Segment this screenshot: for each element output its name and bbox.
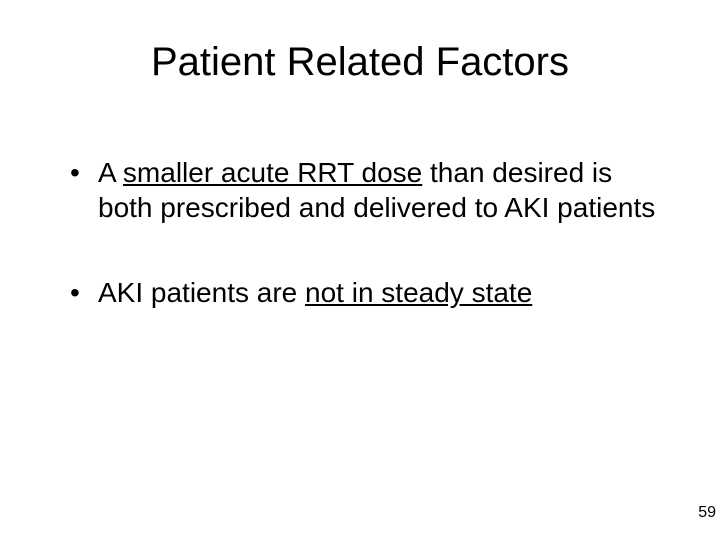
bullet-text-underlined: smaller acute RRT dose (123, 157, 422, 188)
bullet-text-pre: AKI patients are (98, 277, 305, 308)
bullet-item: A smaller acute RRT dose than desired is… (70, 155, 670, 225)
bullet-text-pre: A (98, 157, 123, 188)
bullet-text-underlined: not in steady state (305, 277, 532, 308)
slide-container: Patient Related Factors A smaller acute … (0, 0, 720, 540)
page-number: 59 (698, 504, 716, 522)
bullet-item: AKI patients are not in steady state (70, 275, 670, 310)
slide-title: Patient Related Factors (50, 40, 670, 85)
bullet-list: A smaller acute RRT dose than desired is… (50, 155, 670, 310)
